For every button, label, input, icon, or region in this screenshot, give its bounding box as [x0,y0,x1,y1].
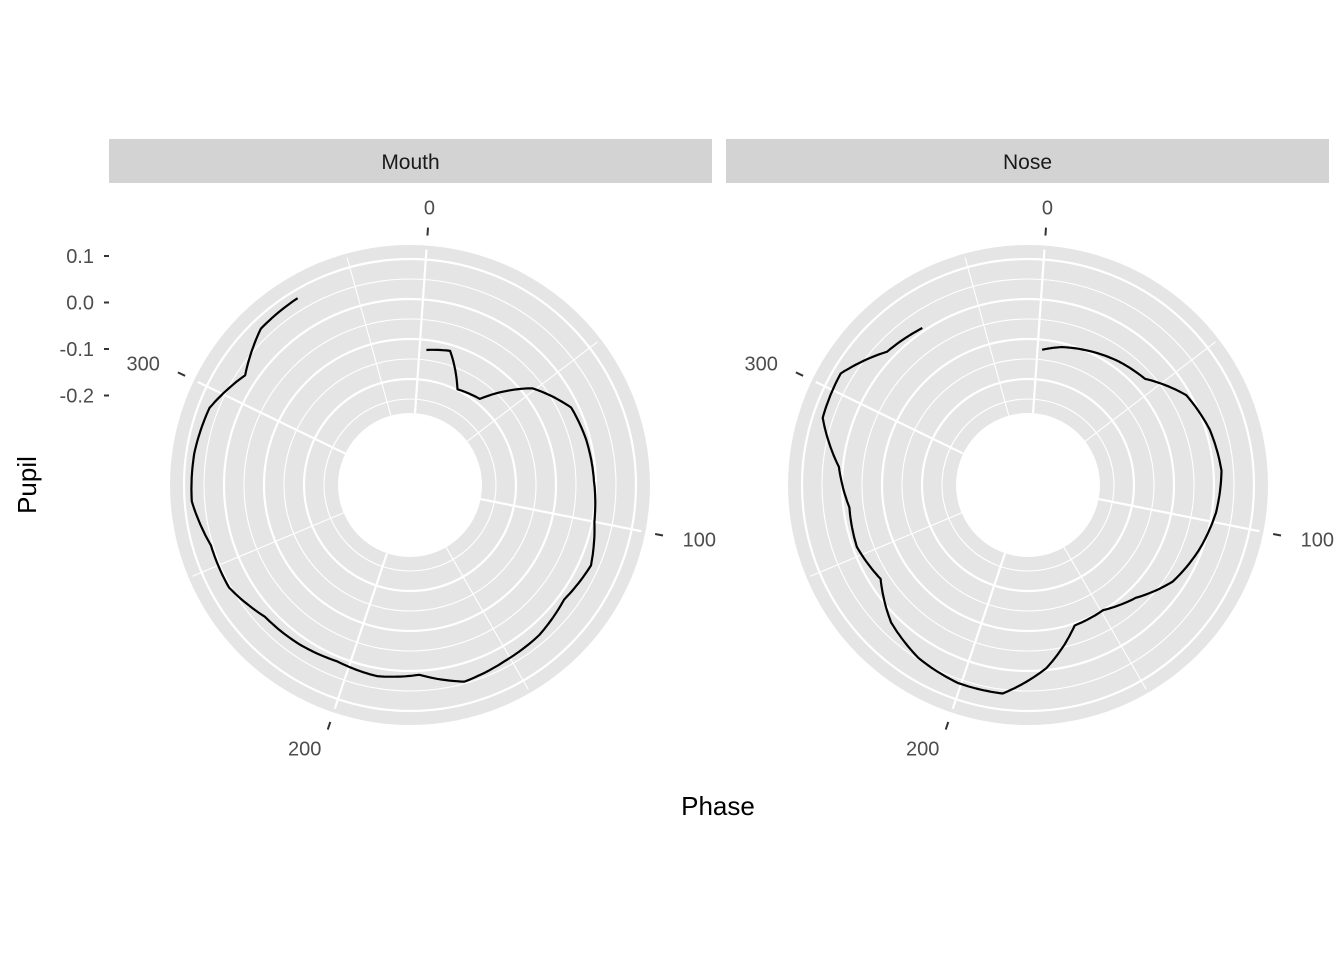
r-gridline [302,377,518,593]
theta-gridline [1098,498,1260,533]
theta-gridline [466,341,598,442]
theta-gridline [1063,547,1147,690]
theta-gridline [480,498,642,533]
theta-tick [795,371,804,377]
theta-tick-label: 300 [745,354,778,376]
r-axis-tick-label: 0.0 [66,293,94,315]
theta-gridline [445,547,529,690]
facet-strip-label: Mouth [381,151,439,174]
facet-panel-nose: Nose 0 100 200 300 [726,139,1334,760]
series-line-mouth [190,297,597,683]
r-gridline [880,337,1176,633]
theta-gridline [413,249,428,414]
r-minor-gridline [203,278,617,692]
r-axis-tick-label: -0.1 [60,339,94,361]
theta-tick [177,371,186,377]
facet-strip [109,139,712,183]
r-gridline [920,377,1136,593]
x-axis-title: Phase [681,791,755,821]
r-minor-gridline [243,318,577,652]
r-gridline [222,297,598,673]
theta-tick-label: 0 [1042,198,1053,220]
theta-tick [1272,532,1282,537]
theta-tick-label: 200 [906,738,939,760]
r-axis-tick-label: -0.2 [60,386,94,408]
r-minor-gridline [941,398,1115,572]
theta-tick [1044,227,1047,236]
theta-gridline [815,380,964,455]
theta-tick [426,227,429,236]
r-minor-gridline [323,398,497,572]
facet-strip [726,139,1329,183]
theta-tick-label: 100 [1301,529,1334,551]
theta-tick [654,532,664,537]
theta-gridline [1031,249,1046,414]
facet-strip-label: Nose [1003,151,1052,174]
theta-gridline [1084,341,1216,442]
theta-tick-label: 0 [424,198,435,220]
theta-gridline [810,512,962,577]
facet-panel-mouth: Mouth 0 100 200 300 [109,139,716,760]
series-line-nose [821,327,1223,695]
y-axis-title: Pupil [12,456,42,514]
theta-gridline [333,552,389,710]
r-minor-gridline [901,358,1155,612]
polar-inner-hole [338,413,482,557]
r-axis-tick-label: 0.1 [66,246,94,268]
r-gridline [182,257,638,713]
theta-gridline [346,257,392,416]
theta-gridline [951,552,1007,710]
theta-tick [326,721,332,730]
r-minor-gridline [861,318,1195,652]
r-minor-gridline [283,358,537,612]
r-gridline [262,337,558,633]
r-minor-gridline [821,278,1235,692]
theta-tick-label: 100 [683,529,716,551]
theta-tick [944,721,950,730]
theta-tick-label: 300 [127,354,160,376]
r-gridline [800,257,1256,713]
theta-tick-label: 200 [288,738,321,760]
polar-inner-hole [956,413,1100,557]
theta-gridline [964,257,1010,416]
